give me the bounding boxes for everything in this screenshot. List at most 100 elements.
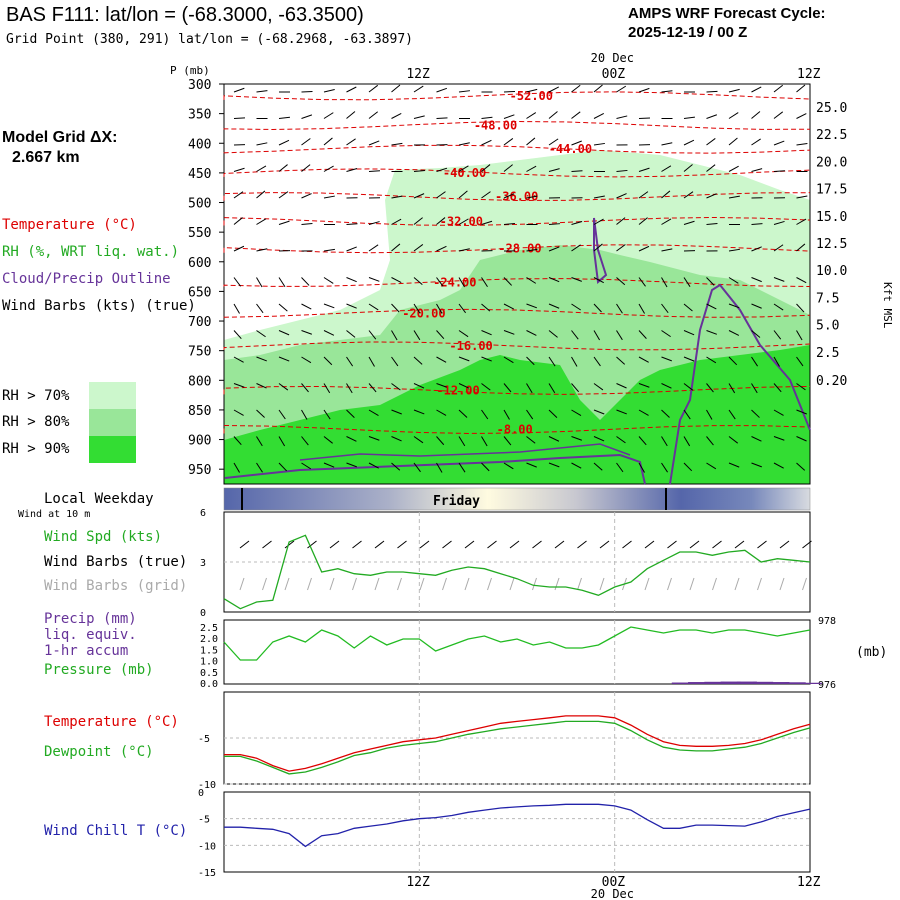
wind-barb-148 — [436, 436, 445, 446]
wind-barb-202 — [526, 277, 537, 284]
surface-barb-true-15 — [577, 540, 587, 549]
wind-barb-13 — [233, 436, 242, 446]
wind-barb-298 — [661, 436, 668, 447]
pressure-tick-950: 950 — [188, 463, 211, 478]
wind-barb-263 — [616, 303, 623, 314]
pressure-tick-850: 850 — [188, 404, 211, 419]
wind-barb-371 — [773, 383, 782, 393]
time-tick-top-2: 12Z — [797, 67, 821, 82]
surface-barb-true-0 — [239, 540, 250, 549]
wind-barb-150 — [458, 90, 470, 93]
time-tick-top-1: 00Z — [602, 67, 626, 82]
isotherm-line-6 — [223, 244, 811, 254]
wind-barb-126 — [413, 244, 424, 252]
isotherm-label-5: -32.00 — [440, 214, 483, 228]
wind-barb-288 — [661, 165, 672, 172]
wind-barb-6 — [233, 245, 245, 252]
wind-barb-39 — [278, 330, 290, 336]
wind-barb-54 — [301, 330, 313, 335]
surface-barb-true-4 — [329, 540, 340, 549]
wind-barb-116 — [391, 383, 401, 391]
wind-barb-1 — [233, 117, 246, 119]
cloud-outline-high — [669, 283, 811, 485]
wind-barb-90 — [368, 84, 379, 93]
wind-barb-133 — [413, 436, 424, 444]
height-tick-9: 2.5 — [816, 346, 839, 361]
wind-barb-81 — [346, 246, 357, 252]
wind-barb-41 — [278, 383, 289, 391]
height-tick-0: 25.0 — [816, 101, 847, 116]
surface-barb-grid-19 — [667, 577, 672, 591]
pressure-unit: (mb) — [856, 645, 887, 660]
precip-bar-5 — [753, 681, 774, 684]
time-gridlines — [224, 512, 810, 872]
surface-barb-grid-10 — [464, 577, 470, 591]
wind-barb-136 — [436, 117, 448, 119]
wind-barb-234 — [571, 330, 579, 340]
wind-barb-117 — [391, 409, 402, 415]
height-tick-6: 10.0 — [816, 264, 847, 279]
wind-barb-217 — [548, 277, 560, 283]
wind-barb-179 — [481, 462, 490, 472]
surface-barb-true-12 — [509, 540, 520, 549]
wind-barb-355 — [751, 356, 758, 367]
isotherm-label-7: -24.00 — [433, 276, 476, 290]
wind-barb-17 — [256, 142, 268, 146]
surface-barb-true-13 — [532, 540, 542, 549]
model-grid-label: Model Grid ΔX: — [2, 129, 118, 146]
wind-barb-64 — [323, 195, 335, 199]
windchill-ytick-0: 0 — [198, 788, 204, 799]
height-tick-2: 20.0 — [816, 155, 847, 170]
wind-barb-280 — [638, 356, 649, 363]
wind-barb-379 — [796, 195, 808, 199]
wind-barb-356 — [751, 383, 758, 394]
wind-barb-358 — [751, 436, 762, 442]
wind-barb-289 — [661, 190, 671, 199]
wind-barb-247 — [593, 277, 604, 284]
pressure-tick-300: 300 — [188, 78, 211, 93]
wind-barb-266 — [616, 383, 627, 389]
wind-barb-261 — [616, 244, 626, 252]
wind-barb-61 — [323, 112, 334, 119]
wind-barb-11 — [233, 383, 245, 388]
wind-barb-98 — [368, 303, 379, 311]
temp-ytick-0: -5 — [198, 734, 210, 745]
wind-barb-115 — [391, 356, 399, 367]
wind-barb-271 — [638, 117, 651, 119]
wind-barb-101 — [368, 383, 377, 393]
wind-barb-147 — [436, 409, 447, 416]
wind-barb-210 — [548, 86, 560, 93]
wind-barb-216 — [548, 246, 560, 252]
wind-ytick-0: 0 — [200, 608, 206, 619]
wind-barb-241 — [593, 113, 605, 119]
wind-barb-230 — [571, 221, 583, 225]
wind-barb-314 — [683, 462, 693, 472]
wind-barb-342 — [728, 409, 736, 420]
wind-barb-385 — [796, 356, 804, 367]
wind-barb-332 — [728, 137, 738, 146]
time-tick-bottom-0: 12Z — [406, 875, 430, 890]
surface-barb-grid-24 — [779, 577, 785, 591]
windchill-ytick-2: -10 — [198, 841, 216, 852]
wind-barb-182 — [503, 138, 514, 146]
wind-barb-69 — [323, 330, 335, 336]
wind-barb-387 — [796, 409, 807, 415]
wind-barb-3 — [233, 167, 245, 172]
wind-barb-330 — [728, 88, 740, 93]
wind-barb-181 — [503, 114, 515, 119]
wind-barb-154 — [458, 190, 468, 199]
wind-barb-75 — [346, 86, 357, 93]
wind-barb-20 — [256, 218, 267, 225]
wind-barb-110 — [391, 218, 402, 225]
wind-barb-305 — [683, 220, 695, 225]
wind-barb-170 — [481, 220, 493, 225]
wind-barb-82 — [346, 277, 357, 283]
wind-barb-277 — [638, 277, 646, 287]
wind-barb-377 — [796, 142, 808, 146]
wind-barb-95 — [368, 221, 380, 225]
wind-barb-287 — [661, 142, 673, 146]
isotherm-line-7 — [223, 278, 811, 288]
surface-barb-grid-3 — [307, 577, 312, 591]
wind-barb-389 — [796, 462, 806, 471]
wind-barb-320 — [706, 223, 718, 225]
